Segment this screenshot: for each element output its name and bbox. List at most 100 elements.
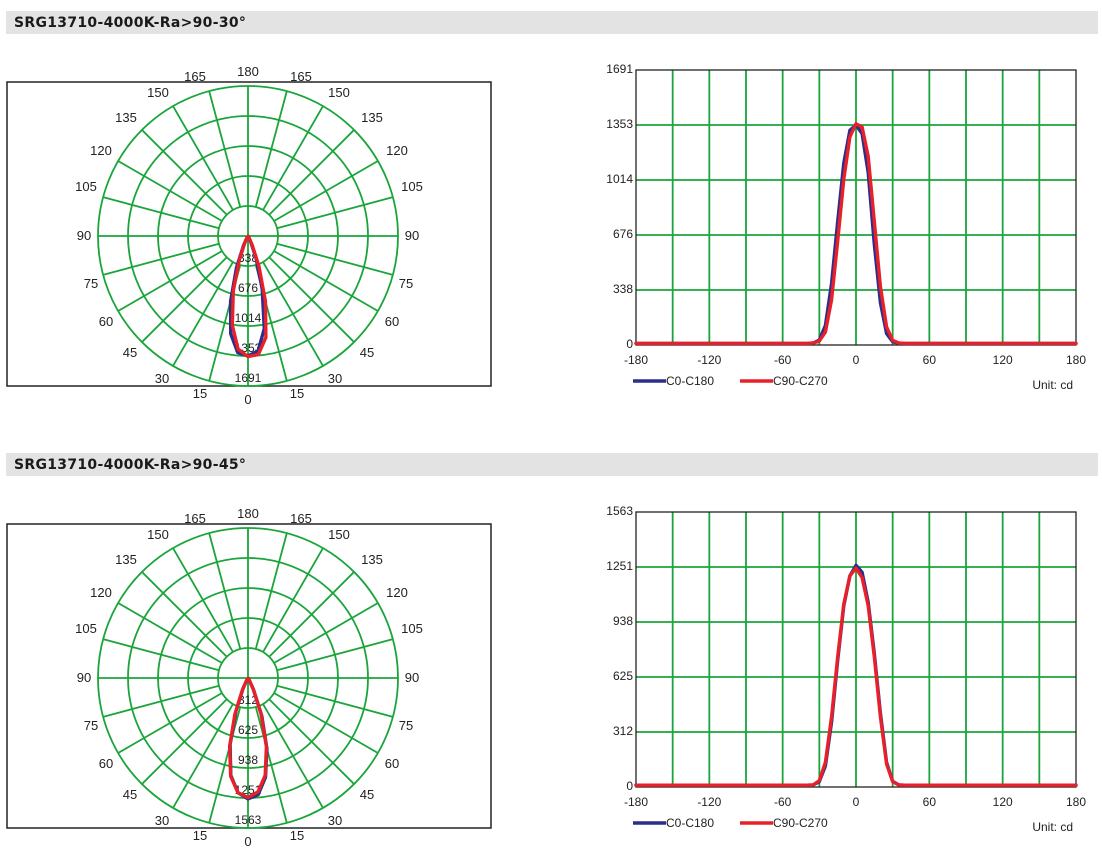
x-tick-label: 60 <box>923 353 937 367</box>
polar-angle-label: 90 <box>77 228 91 243</box>
polar-angle-label: 120 <box>90 585 112 600</box>
polar-spoke <box>208 532 242 650</box>
y-tick-label: 938 <box>613 614 633 628</box>
polar-spoke <box>172 703 234 809</box>
polar-angle-label: 75 <box>84 276 98 291</box>
polar-angle-label: 135 <box>115 110 137 125</box>
unit-label: Unit: cd <box>1032 820 1073 834</box>
polar-spoke <box>102 196 220 230</box>
x-tick-label: 0 <box>853 353 860 367</box>
polar-angle-label: 150 <box>147 527 169 542</box>
polar-angle-label: 105 <box>75 179 97 194</box>
polar-spoke <box>172 105 234 211</box>
polar-angle-label: 90 <box>405 228 419 243</box>
polar-angle-label: 180 <box>237 506 259 521</box>
polar-ring-label: 625 <box>238 723 258 737</box>
polar-spoke <box>117 250 223 312</box>
polar-angle-label: 15 <box>193 828 207 843</box>
x-tick-label: -60 <box>774 795 792 809</box>
polar-angle-label: 60 <box>99 756 113 771</box>
polar-angle-label: 60 <box>385 756 399 771</box>
polar-angle-label: 0 <box>244 834 251 849</box>
line-chart-1: 0 338 676 1014 1353 1691 -180 -120 -60 0 60 120 180 C… <box>606 62 1086 392</box>
x-tick-label: 180 <box>1066 353 1086 367</box>
polar-spoke <box>276 242 394 276</box>
polar-ring-label: 676 <box>238 281 258 295</box>
polar-angle-label: 75 <box>399 276 413 291</box>
polar-spoke <box>254 706 288 824</box>
polar-angle-label: 60 <box>385 314 399 329</box>
legend-label: C0-C180 <box>666 374 714 388</box>
polar-angle-label: 150 <box>328 527 350 542</box>
polar-spoke <box>268 571 355 658</box>
y-tick-label: 312 <box>613 724 633 738</box>
unit-label: Unit: cd <box>1032 378 1073 392</box>
polar-spoke <box>262 261 324 367</box>
y-tick-label: 1563 <box>606 504 633 518</box>
polar-angle-label: 45 <box>123 787 137 802</box>
polar-spoke <box>276 196 394 230</box>
legend-label: C0-C180 <box>666 816 714 830</box>
polar-spoke <box>208 90 242 208</box>
polar-ring-label: 312 <box>238 693 258 707</box>
polar-spoke <box>208 706 242 824</box>
polar-spoke <box>276 684 394 718</box>
polar-angle-label: 165 <box>290 511 312 526</box>
polar-spoke <box>102 242 220 276</box>
polar-spoke <box>273 160 379 222</box>
polar-curve-C90-C270 <box>227 676 269 800</box>
polar-spoke <box>117 692 223 754</box>
x-tick-label: -180 <box>624 353 648 367</box>
plot-frame <box>635 69 1077 346</box>
polar-angle-label: 90 <box>405 670 419 685</box>
y-tick-label: 0 <box>626 779 633 793</box>
y-tick-label: 1353 <box>606 117 633 131</box>
polar-angle-label: 135 <box>361 552 383 567</box>
polar-curve-C90-C270 <box>230 234 268 359</box>
polar-spoke <box>262 703 324 809</box>
x-tick-label: 120 <box>993 795 1013 809</box>
polar-angle-label: 15 <box>290 828 304 843</box>
plot-frame <box>635 511 1077 788</box>
legend-label: C90-C270 <box>773 816 828 830</box>
polar-angle-label: 0 <box>244 392 251 407</box>
x-tick-label: 0 <box>853 795 860 809</box>
polar-spoke <box>172 547 234 653</box>
polar-angle-label: 105 <box>401 179 423 194</box>
polar-angle-label: 105 <box>75 621 97 636</box>
section-title: SRG13710-4000K-Ra>90-45° <box>14 457 247 473</box>
polar-angle-label: 135 <box>361 110 383 125</box>
polar-spoke <box>268 129 355 216</box>
polar-angle-label: 120 <box>90 143 112 158</box>
section-header-1: SRG13710-4000K-Ra>90-30° <box>6 11 1098 34</box>
section-title: SRG13710-4000K-Ra>90-30° <box>14 15 247 31</box>
polar-angle-label: 15 <box>290 386 304 401</box>
section-header-2: SRG13710-4000K-Ra>90-45° <box>6 453 1098 476</box>
polar-angle-label: 180 <box>237 64 259 79</box>
polar-spoke <box>141 698 228 785</box>
polar-ring-label: 938 <box>238 753 258 767</box>
polar-angle-label: 30 <box>328 813 342 828</box>
legend-label: C90-C270 <box>773 374 828 388</box>
polar-ring-label: 1691 <box>235 371 262 385</box>
polar-spoke <box>102 684 220 718</box>
polar-angle-label: 75 <box>399 718 413 733</box>
polar-angle-label: 75 <box>84 718 98 733</box>
polar-spoke <box>268 256 355 343</box>
polar-angle-label: 120 <box>386 585 408 600</box>
y-tick-label: 338 <box>613 282 633 296</box>
x-tick-label: 120 <box>993 353 1013 367</box>
x-tick-label: -60 <box>774 353 792 367</box>
polar-spoke <box>117 160 223 222</box>
x-tick-label: -180 <box>624 795 648 809</box>
polar-spoke <box>102 638 220 672</box>
polar-angle-label: 165 <box>184 69 206 84</box>
y-tick-label: 676 <box>613 227 633 241</box>
polar-angle-label: 15 <box>193 386 207 401</box>
polar-angle-label: 135 <box>115 552 137 567</box>
polar-spoke <box>276 638 394 672</box>
x-tick-label: 180 <box>1066 795 1086 809</box>
polar-spoke <box>117 602 223 664</box>
polar-angle-label: 150 <box>328 85 350 100</box>
